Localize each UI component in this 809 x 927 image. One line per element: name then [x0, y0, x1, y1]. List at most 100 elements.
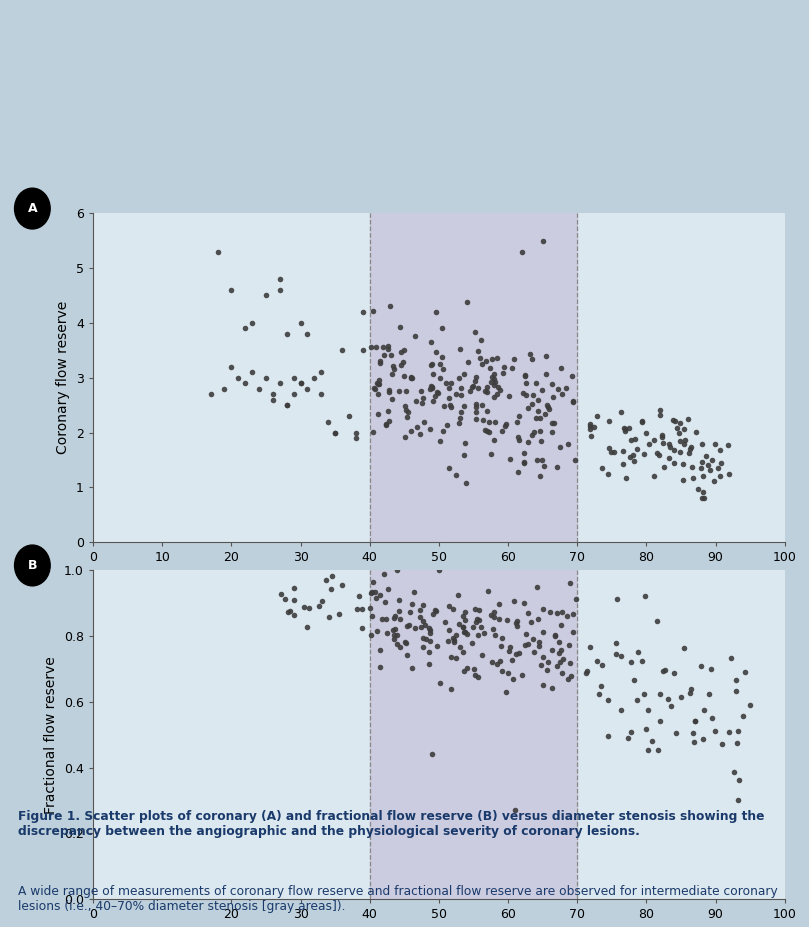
Point	[388, 362, 400, 376]
Point	[447, 635, 460, 650]
Point	[685, 681, 698, 696]
Point	[722, 725, 735, 740]
Point	[686, 726, 699, 741]
Point	[697, 491, 710, 506]
Point	[678, 437, 691, 451]
Point	[278, 591, 291, 606]
Point	[481, 584, 494, 599]
Point	[654, 408, 667, 423]
Point	[349, 431, 362, 446]
Point	[471, 670, 484, 685]
Point	[274, 587, 287, 602]
Point	[519, 368, 532, 383]
Point	[336, 578, 349, 592]
Point	[370, 339, 383, 354]
Point	[588, 420, 601, 435]
Point	[374, 355, 387, 370]
Point	[495, 424, 508, 438]
Point	[487, 377, 500, 392]
Point	[407, 585, 420, 600]
Point	[413, 610, 426, 625]
Point	[375, 612, 388, 627]
Point	[506, 653, 519, 667]
Point	[260, 371, 273, 386]
Point	[498, 418, 511, 433]
Point	[480, 380, 493, 395]
Point	[481, 404, 493, 419]
Point	[431, 639, 444, 654]
Point	[687, 470, 700, 485]
Point	[379, 417, 392, 432]
Point	[468, 374, 481, 388]
Point	[430, 385, 443, 400]
Point	[534, 424, 547, 438]
Point	[474, 332, 487, 347]
Point	[417, 414, 430, 429]
Point	[619, 422, 632, 437]
Point	[694, 658, 707, 673]
Point	[545, 415, 558, 430]
Point	[510, 614, 523, 629]
Point	[294, 315, 307, 330]
Point	[394, 320, 407, 335]
Point	[483, 361, 496, 375]
Point	[530, 410, 543, 425]
Point	[458, 664, 471, 679]
Point	[356, 602, 369, 616]
Point	[458, 625, 471, 640]
Point	[536, 649, 549, 664]
Point	[371, 407, 384, 422]
Point	[564, 655, 577, 670]
Point	[711, 461, 724, 476]
Point	[728, 764, 741, 779]
Point	[405, 660, 418, 675]
Point	[443, 398, 456, 413]
Point	[336, 343, 349, 358]
Point	[555, 604, 568, 619]
Point	[662, 692, 675, 706]
Point	[436, 349, 449, 364]
Point	[445, 400, 458, 414]
Point	[426, 380, 438, 395]
Point	[549, 628, 561, 642]
Point	[663, 437, 676, 451]
Point	[273, 272, 286, 286]
Point	[458, 367, 471, 382]
Point	[628, 453, 641, 468]
Point	[679, 433, 692, 448]
Point	[567, 624, 580, 639]
Point	[371, 377, 384, 392]
Point	[554, 654, 567, 669]
Point	[398, 429, 411, 444]
Point	[667, 666, 680, 680]
Point	[439, 376, 452, 391]
Point	[684, 440, 697, 455]
Point	[294, 375, 307, 390]
Point	[391, 563, 404, 578]
Point	[655, 428, 668, 443]
Point	[430, 603, 443, 618]
Point	[366, 425, 379, 439]
Point	[430, 345, 443, 360]
Point	[540, 349, 553, 363]
Point	[367, 380, 380, 395]
Point	[566, 394, 579, 409]
Point	[476, 647, 489, 662]
Point	[482, 414, 495, 429]
Point	[674, 690, 687, 705]
Point	[484, 607, 497, 622]
Point	[495, 630, 508, 645]
Point	[446, 602, 459, 616]
Bar	[370, 570, 578, 899]
Point	[438, 399, 451, 413]
Point	[416, 640, 429, 654]
Point	[536, 452, 549, 467]
Point	[513, 646, 526, 661]
Point	[591, 408, 604, 423]
Point	[625, 654, 637, 669]
Point	[515, 667, 528, 682]
Point	[392, 603, 405, 618]
Point	[388, 632, 400, 647]
Point	[659, 663, 671, 678]
Point	[468, 324, 481, 339]
